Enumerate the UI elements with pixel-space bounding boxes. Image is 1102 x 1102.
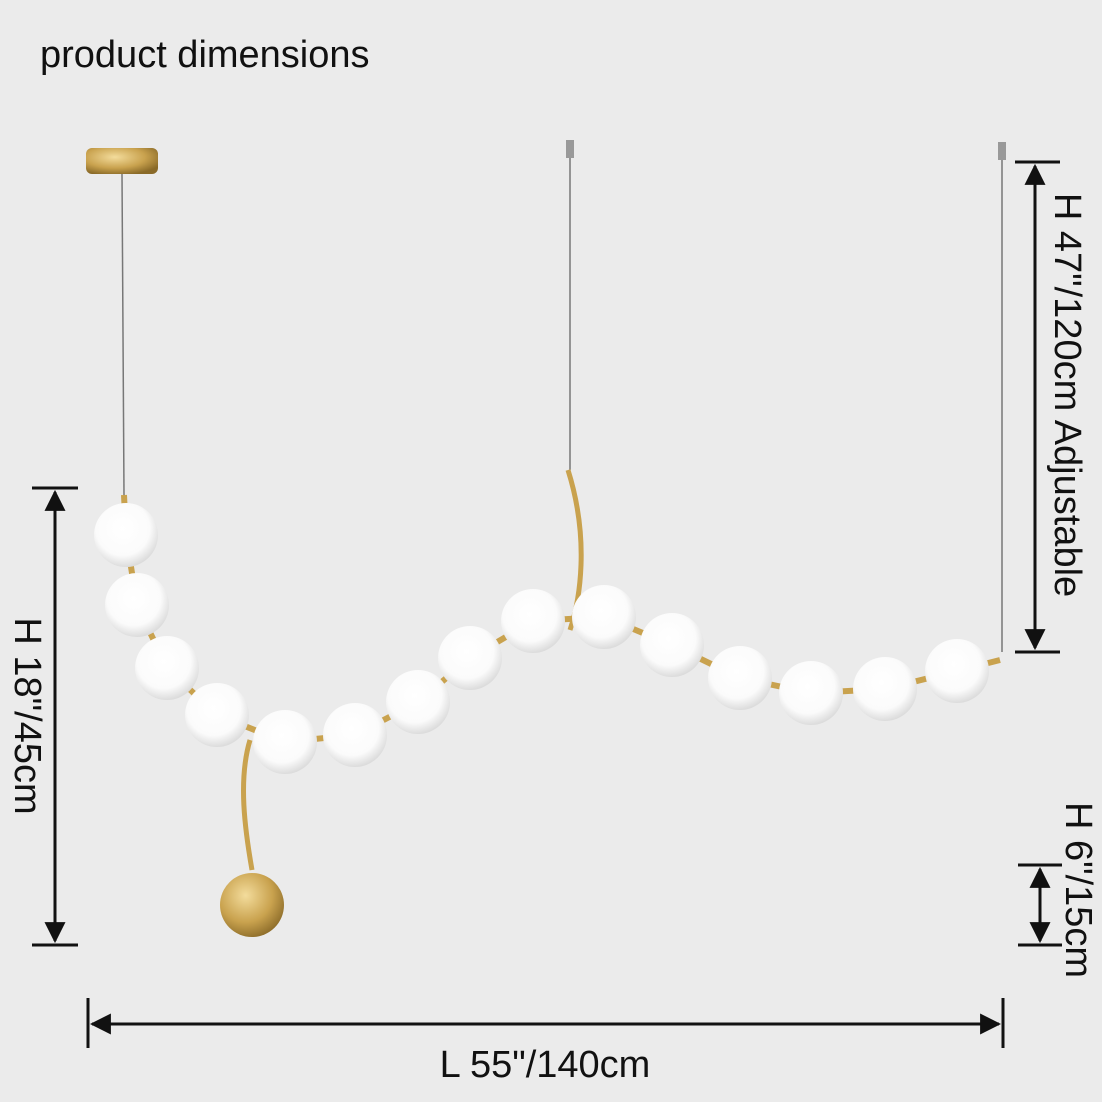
- glass-globe: [779, 661, 843, 725]
- glass-globe: [640, 613, 704, 677]
- pendant-height-label: H 6"/15cm: [1057, 802, 1099, 978]
- glass-globe: [438, 626, 502, 690]
- glass-globe: [853, 657, 917, 721]
- body-height-label: H 18"/45cm: [6, 617, 48, 814]
- glass-globe: [105, 573, 169, 637]
- glass-globe: [708, 646, 772, 710]
- cord: [121, 173, 125, 496]
- glass-globe: [185, 683, 249, 747]
- brass-weight: [220, 873, 284, 937]
- lamp-illustration: [86, 140, 1006, 937]
- brass-hook: [241, 739, 255, 871]
- length-label: L 55"/140cm: [440, 1044, 651, 1086]
- glass-globe: [323, 703, 387, 767]
- glass-globe: [925, 639, 989, 703]
- canopy: [86, 148, 158, 174]
- glass-globe: [94, 503, 158, 567]
- title: product dimensions: [40, 34, 370, 76]
- glass-globe: [386, 670, 450, 734]
- glass-globe: [501, 589, 565, 653]
- glass-globe: [135, 636, 199, 700]
- cord-height-label: H 47"/120cm Adjustable: [1046, 193, 1088, 597]
- cord-clip: [998, 142, 1006, 160]
- cord-clip: [566, 140, 574, 158]
- glass-globe: [572, 585, 636, 649]
- glass-globe: [253, 710, 317, 774]
